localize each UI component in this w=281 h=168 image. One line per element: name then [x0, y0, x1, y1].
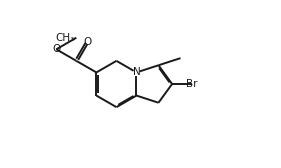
- Text: CH₃: CH₃: [55, 33, 74, 43]
- Text: Br: Br: [186, 79, 198, 89]
- Text: O: O: [83, 37, 92, 47]
- Text: O: O: [52, 44, 60, 54]
- Text: N: N: [133, 67, 140, 77]
